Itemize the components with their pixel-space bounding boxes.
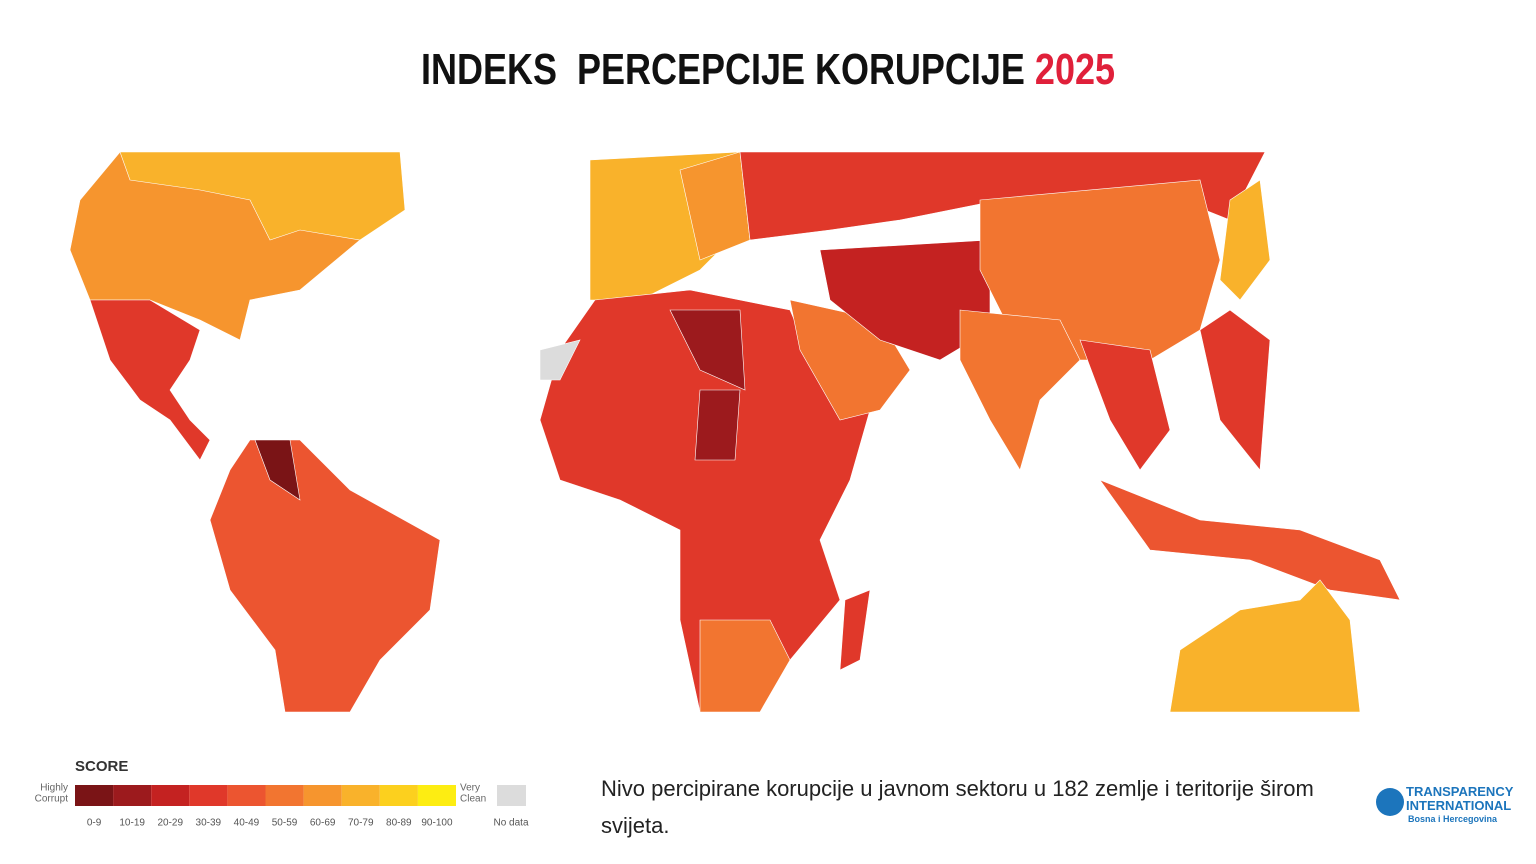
- low-label: Highly: [40, 783, 68, 794]
- legend-label: 40-49: [234, 818, 260, 829]
- legend-label: 70-79: [348, 818, 374, 829]
- legend-label: 90-100: [421, 818, 453, 829]
- description: Nivo percipirane korupcije u javnom sekt…: [601, 776, 1314, 838]
- legend-swatch: [379, 785, 418, 806]
- legend: SCORE 0-9 10-19 20-29 30-39 40-49 50-59 60-69 7…: [35, 758, 529, 829]
- japan: [1219, 179, 1271, 301]
- legend-swatch: [189, 785, 228, 806]
- legend-title: SCORE: [75, 758, 128, 775]
- logo-chapter: Bosna i Hercegovina: [1408, 814, 1498, 824]
- world-map: [69, 151, 1401, 713]
- legend-swatch: [417, 785, 456, 806]
- legend-label: 30-39: [196, 818, 222, 829]
- no-data-swatch: [497, 785, 526, 806]
- title-year: 2025: [1035, 45, 1115, 94]
- legend-label: 20-29: [157, 818, 183, 829]
- logo-name: TRANSPARENCY INTERNATIONAL: [1406, 784, 1514, 813]
- high-label: Clean: [460, 794, 486, 805]
- logo-icon: [1376, 788, 1404, 816]
- india: [959, 309, 1081, 471]
- legend-swatch: [341, 785, 380, 806]
- libya-chad: [669, 309, 746, 461]
- indonesia-png: [1099, 479, 1401, 601]
- legend-label: 0-9: [87, 818, 102, 829]
- legend-swatch: [303, 785, 342, 806]
- low-label: Corrupt: [35, 794, 69, 805]
- southern-africa: [699, 619, 791, 713]
- legend-swatch: [113, 785, 152, 806]
- legend-swatch: [227, 785, 266, 806]
- legend-swatch: [265, 785, 304, 806]
- legend-label: 60-69: [310, 818, 336, 829]
- south-america: [209, 439, 441, 713]
- legend-label: 80-89: [386, 818, 412, 829]
- no-data-label: No data: [493, 818, 528, 829]
- title: INDEKS PERCEPCIJE KORUPCIJE 2025: [421, 45, 1115, 94]
- western-sahara: [539, 339, 581, 381]
- madagascar: [839, 589, 871, 671]
- canada: [119, 151, 406, 241]
- southeast-asia: [1079, 339, 1171, 471]
- logo-line: INTERNATIONAL: [1406, 798, 1511, 813]
- legend-swatch: [75, 785, 114, 806]
- legend-swatch: [151, 785, 190, 806]
- legend-label: 50-59: [272, 818, 298, 829]
- title-text: INDEKS PERCEPCIJE KORUPCIJE: [421, 45, 1025, 94]
- legend-label: 10-19: [119, 818, 145, 829]
- philippines: [1199, 309, 1271, 471]
- central-america: [89, 299, 211, 461]
- logo-line: TRANSPARENCY: [1406, 784, 1514, 799]
- australia: [1169, 579, 1361, 713]
- venezuela: [254, 439, 301, 501]
- logo: TRANSPARENCY INTERNATIONAL Bosna i Herceg…: [1376, 784, 1514, 824]
- high-label: Very: [460, 783, 480, 794]
